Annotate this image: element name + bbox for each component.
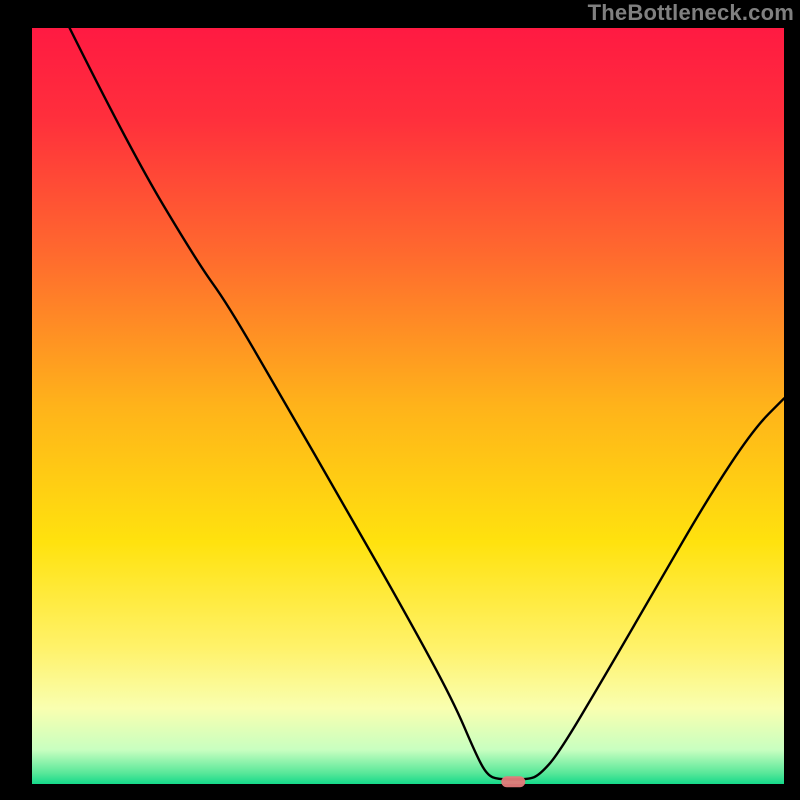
bottleneck-chart <box>0 0 800 800</box>
chart-frame: TheBottleneck.com <box>0 0 800 800</box>
attribution-label: TheBottleneck.com <box>588 0 794 26</box>
optimal-marker <box>501 776 525 787</box>
plot-area <box>32 28 784 784</box>
